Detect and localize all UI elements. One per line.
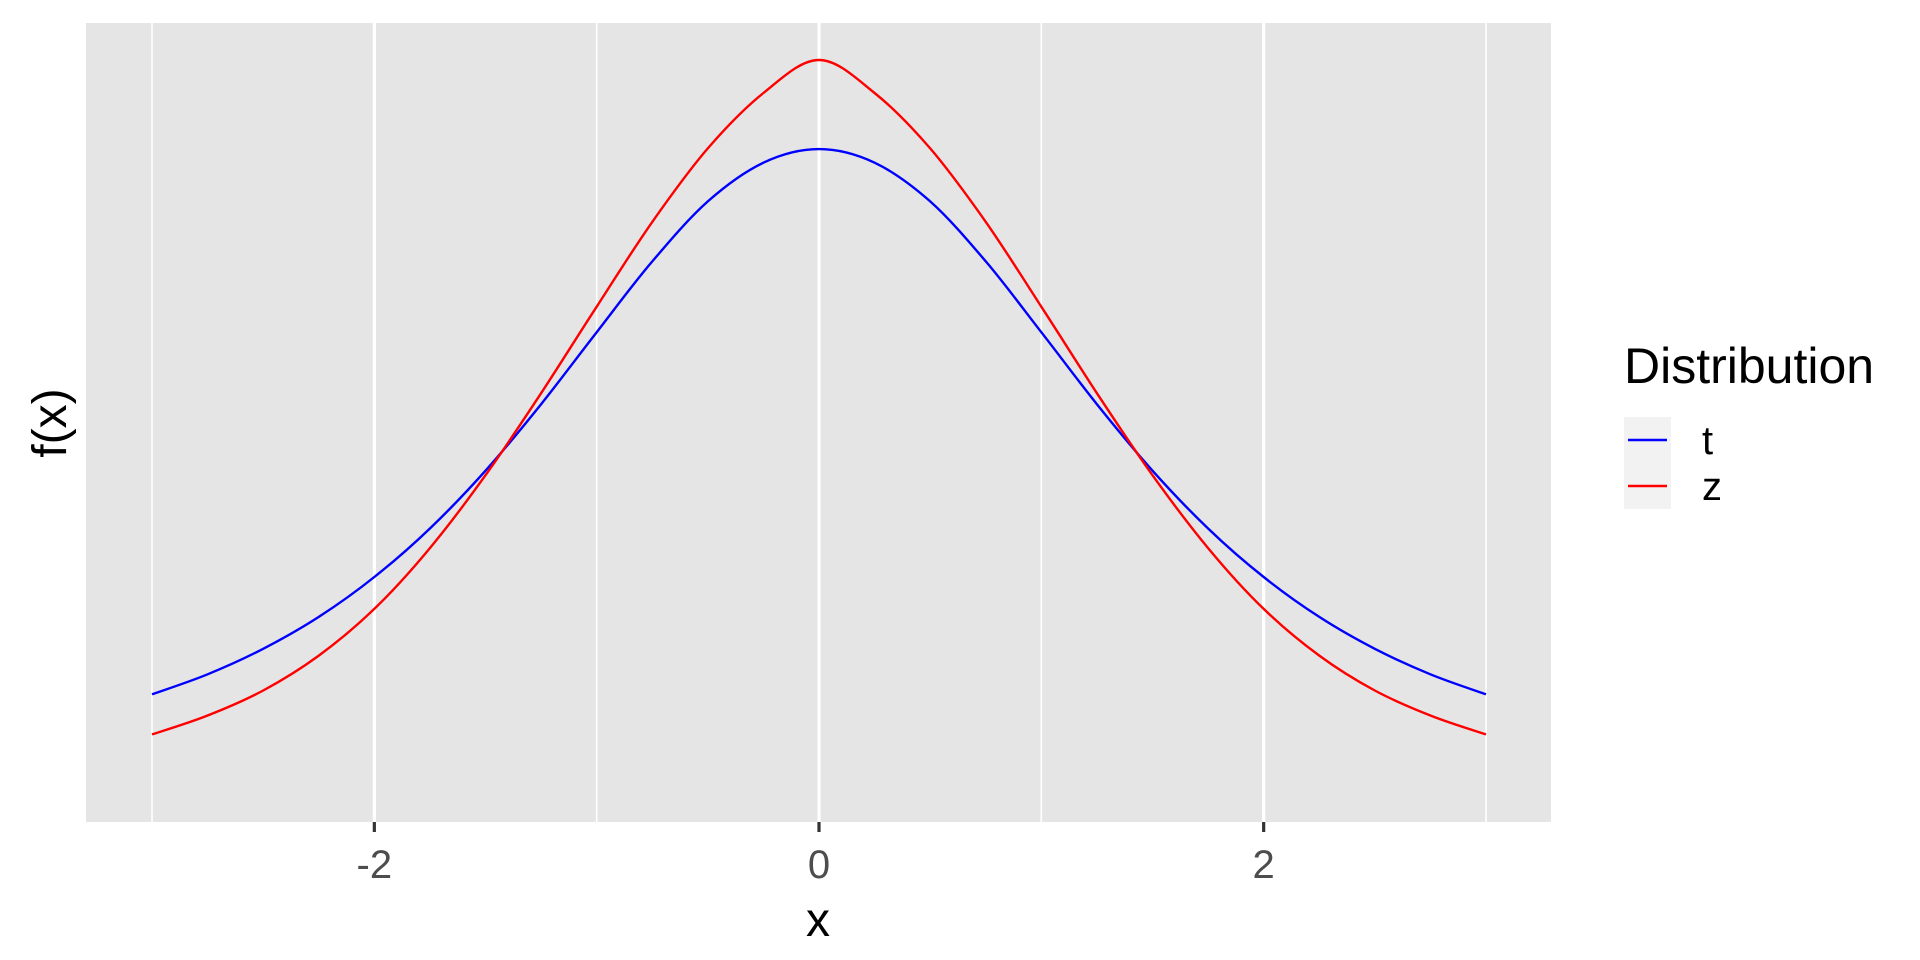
series-line-t	[151, 147, 1487, 696]
x-tick-label-2: 2	[1253, 843, 1275, 887]
x-axis: -2 0 2	[357, 822, 1275, 887]
series-line-z	[151, 58, 1487, 736]
series-layer	[151, 58, 1487, 736]
legend: Distribution tz	[1624, 338, 1874, 509]
x-tick-label-0: -2	[357, 843, 393, 887]
y-axis-title: f(x)	[24, 388, 77, 457]
legend-title: Distribution	[1624, 338, 1874, 394]
x-axis-title: x	[806, 894, 830, 947]
grid-minor	[151, 23, 1487, 822]
legend-entries: tz	[1628, 419, 1722, 509]
legend-label-z: z	[1702, 465, 1722, 509]
legend-label-t: t	[1702, 419, 1713, 463]
x-tick-label-1: 0	[808, 843, 830, 887]
legend-key-background	[1624, 417, 1671, 509]
grid-major	[372, 23, 1266, 822]
